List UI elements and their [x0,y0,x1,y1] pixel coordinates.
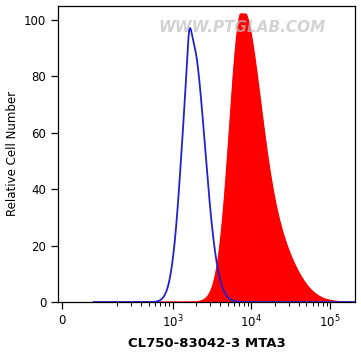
X-axis label: CL750-83042-3 MTA3: CL750-83042-3 MTA3 [128,337,286,350]
Y-axis label: Relative Cell Number: Relative Cell Number [5,91,18,216]
Text: WWW.PTGLAB.COM: WWW.PTGLAB.COM [159,20,326,35]
